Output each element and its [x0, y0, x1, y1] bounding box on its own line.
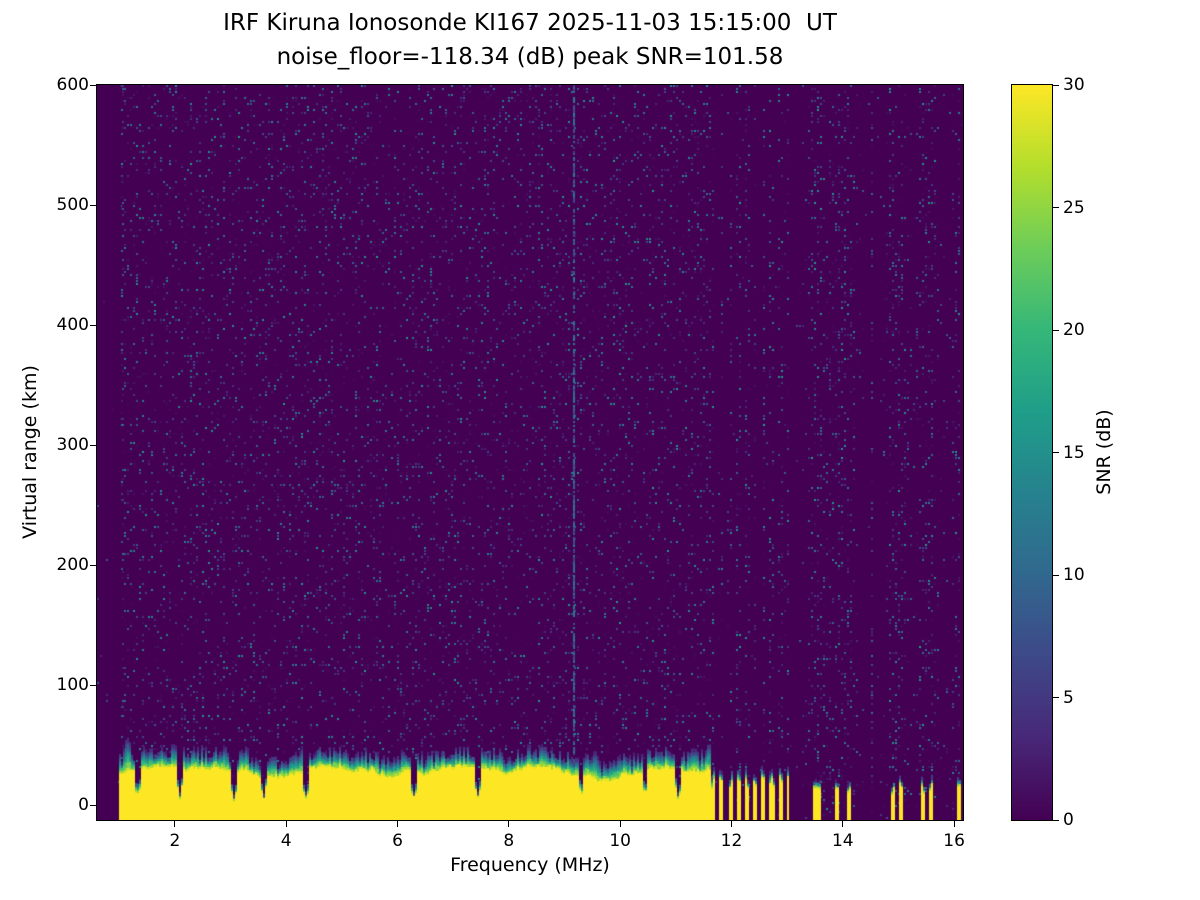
colorbar-tick-label: 10 [1063, 565, 1085, 585]
x-tick-label: 4 [280, 831, 292, 851]
y-tick-mark [90, 324, 96, 326]
x-tick-mark [730, 821, 732, 827]
y-tick-mark [90, 804, 96, 806]
y-tick-label: 400 [56, 315, 89, 335]
x-tick-mark [508, 821, 510, 827]
figure-title: IRF Kiruna Ionosonde KI167 2025-11-03 15… [96, 6, 964, 74]
y-tick-label: 500 [56, 195, 89, 215]
x-axis-label: Frequency (MHz) [450, 854, 610, 876]
heatmap-plot-frame [96, 84, 964, 821]
colorbar-tick-label: 15 [1063, 442, 1085, 463]
y-tick-label: 0 [78, 795, 89, 815]
x-tick-label: 10 [609, 831, 631, 851]
colorbar-tick-mark [1053, 574, 1059, 576]
x-tick-mark [285, 821, 287, 827]
x-tick-mark [174, 821, 176, 827]
x-tick-mark [619, 821, 621, 827]
colorbar-tick-mark [1053, 697, 1059, 698]
y-tick-mark [90, 684, 96, 686]
x-tick-mark [842, 821, 844, 827]
y-tick-label: 100 [56, 675, 89, 695]
y-tick-mark [90, 204, 96, 206]
y-tick-mark [90, 444, 96, 446]
colorbar-frame [1011, 84, 1053, 821]
colorbar-tick-label: 0 [1063, 810, 1074, 830]
colorbar-tick-mark [1053, 84, 1059, 86]
x-tick-mark [953, 821, 955, 827]
figure-title-line2: noise_floor=-118.34 (dB) peak SNR=101.58 [276, 44, 784, 70]
colorbar-canvas [1012, 85, 1052, 820]
colorbar-tick-mark [1053, 819, 1059, 821]
colorbar-tick-mark [1053, 207, 1059, 208]
x-tick-label: 12 [720, 831, 743, 851]
x-tick-label: 14 [831, 831, 854, 851]
figure-title-line1: IRF Kiruna Ionosonde KI167 2025-11-03 15… [223, 10, 837, 36]
colorbar-tick-label: 5 [1063, 687, 1074, 708]
colorbar-tick-mark [1053, 329, 1059, 331]
y-tick-mark [90, 564, 96, 566]
heatmap-canvas [97, 85, 963, 820]
colorbar-tick-label: 30 [1063, 75, 1085, 95]
x-tick-mark [397, 821, 399, 827]
y-tick-mark [90, 84, 96, 86]
x-tick-label: 6 [392, 831, 403, 851]
x-tick-label: 16 [943, 831, 965, 851]
x-tick-label: 8 [503, 831, 515, 851]
colorbar-tick-label: 25 [1063, 197, 1085, 218]
colorbar-tick-mark [1053, 452, 1059, 453]
y-tick-label: 200 [56, 555, 89, 575]
y-axis-label: Virtual range (km) [19, 365, 41, 539]
colorbar-tick-label: 20 [1063, 320, 1085, 340]
y-tick-label: 300 [56, 435, 89, 455]
x-tick-label: 2 [169, 831, 181, 851]
y-tick-label: 600 [56, 75, 89, 95]
